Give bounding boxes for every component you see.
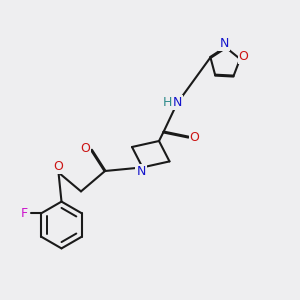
Text: N: N [173,96,182,109]
Text: N: N [136,165,146,178]
Text: O: O [190,130,199,144]
Text: N: N [219,37,229,50]
Text: F: F [21,207,28,220]
Text: O: O [54,160,63,173]
Text: H: H [163,96,172,109]
Text: O: O [239,50,249,63]
Text: O: O [80,142,90,155]
